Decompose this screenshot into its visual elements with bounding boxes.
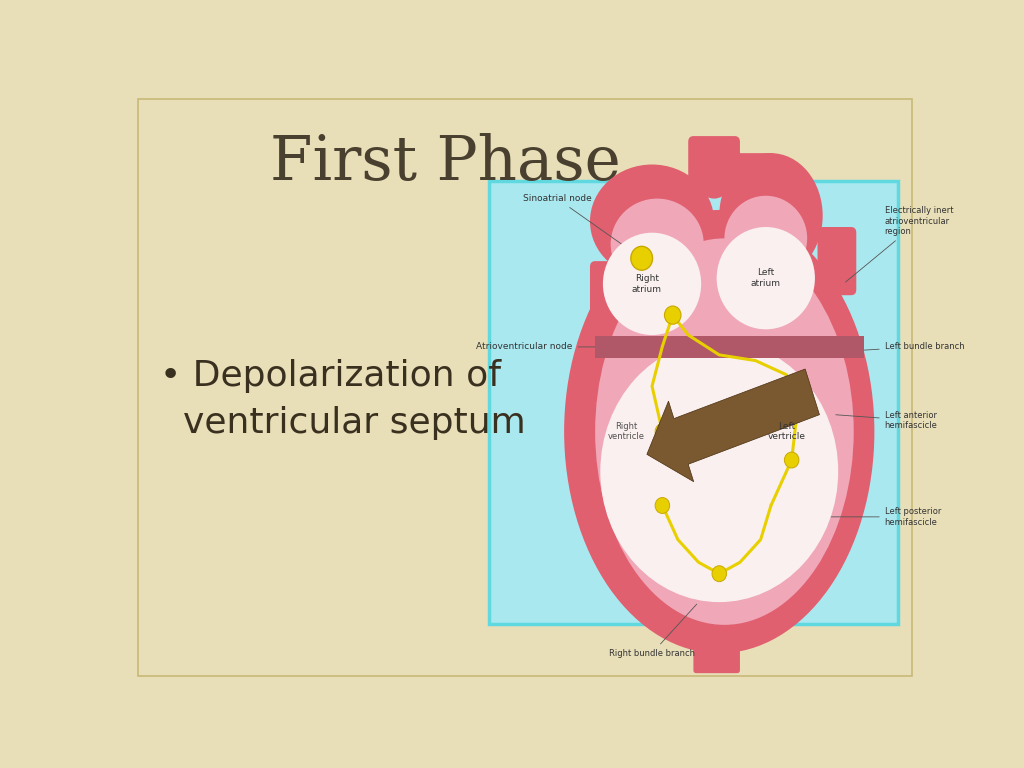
Text: ventricular septum: ventricular septum [160,406,525,440]
Ellipse shape [595,238,854,625]
FancyArrow shape [647,369,819,482]
Text: Left bundle branch: Left bundle branch [836,342,965,352]
Text: Left anterior
hemifascicle: Left anterior hemifascicle [836,411,938,430]
FancyBboxPatch shape [730,153,776,204]
Text: First Phase: First Phase [270,133,621,193]
Ellipse shape [600,341,839,602]
Text: Electrically inert
atrioventricular
region: Electrically inert atrioventricular regi… [846,207,953,282]
Ellipse shape [790,406,804,422]
Ellipse shape [724,196,807,281]
Text: Left posterior
hemifascicle: Left posterior hemifascicle [810,507,941,527]
Text: Right
ventricle: Right ventricle [607,422,645,442]
Ellipse shape [610,199,703,290]
FancyBboxPatch shape [590,261,629,323]
Text: Sinoatrial node: Sinoatrial node [523,194,639,257]
Ellipse shape [665,306,681,324]
Ellipse shape [631,247,652,270]
FancyBboxPatch shape [693,594,740,673]
Text: Left
vertricle: Left vertricle [767,422,806,442]
FancyBboxPatch shape [688,136,740,193]
Text: Right
atrium: Right atrium [632,274,662,293]
Text: Left
atrium: Left atrium [751,269,780,288]
FancyBboxPatch shape [817,227,856,295]
Text: • Depolarization of: • Depolarization of [160,359,501,393]
Ellipse shape [655,424,670,439]
Text: Atrioventricular node: Atrioventricular node [476,343,624,352]
Ellipse shape [712,566,726,581]
Ellipse shape [719,153,822,278]
Ellipse shape [717,227,815,329]
Ellipse shape [655,498,670,514]
Ellipse shape [603,233,701,335]
Ellipse shape [784,452,799,468]
Ellipse shape [693,142,735,199]
FancyBboxPatch shape [489,181,898,624]
Ellipse shape [732,156,768,207]
FancyBboxPatch shape [595,336,864,358]
Ellipse shape [564,210,874,654]
Ellipse shape [590,164,714,278]
Text: Right bundle branch: Right bundle branch [609,604,696,657]
